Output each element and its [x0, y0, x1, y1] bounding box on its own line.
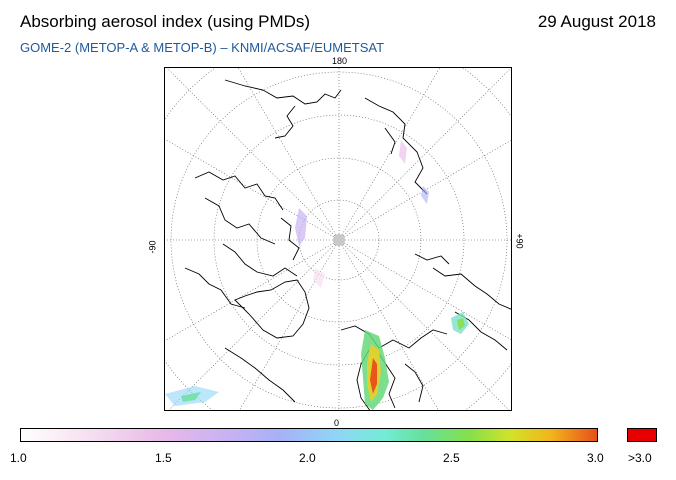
- colorbar-tick-4: 2.5: [443, 451, 460, 465]
- meridians: [165, 68, 511, 410]
- colorbar-tick-3: 2.0: [299, 451, 316, 465]
- map-title: Absorbing aerosol index (using PMDs): [20, 12, 311, 31]
- longitude-label-left: -90: [147, 240, 158, 254]
- overflow-swatch: [627, 428, 657, 442]
- longitude-label-right: +90: [514, 233, 525, 249]
- colorbar-tick-5: 3.0: [587, 451, 604, 465]
- map-date: 29 August 2018: [537, 12, 656, 31]
- longitude-label-top: 180: [332, 56, 348, 66]
- colorbar-tick-1: 1.0: [10, 451, 27, 465]
- longitude-label-bottom: 0: [334, 418, 340, 428]
- map-subtitle: GOME-2 (METOP-A & METOP-B) – KNMI/ACSAF/…: [20, 40, 385, 55]
- polar-map: [164, 67, 512, 411]
- colorbar: [20, 428, 598, 442]
- coastlines: [184, 79, 511, 410]
- polar-map-canvas: [165, 68, 511, 410]
- colorbar-tick-2: 1.5: [155, 451, 172, 465]
- overflow-label: >3.0: [628, 451, 652, 465]
- aerosol-data: [165, 140, 469, 410]
- pole-marker: [333, 234, 345, 246]
